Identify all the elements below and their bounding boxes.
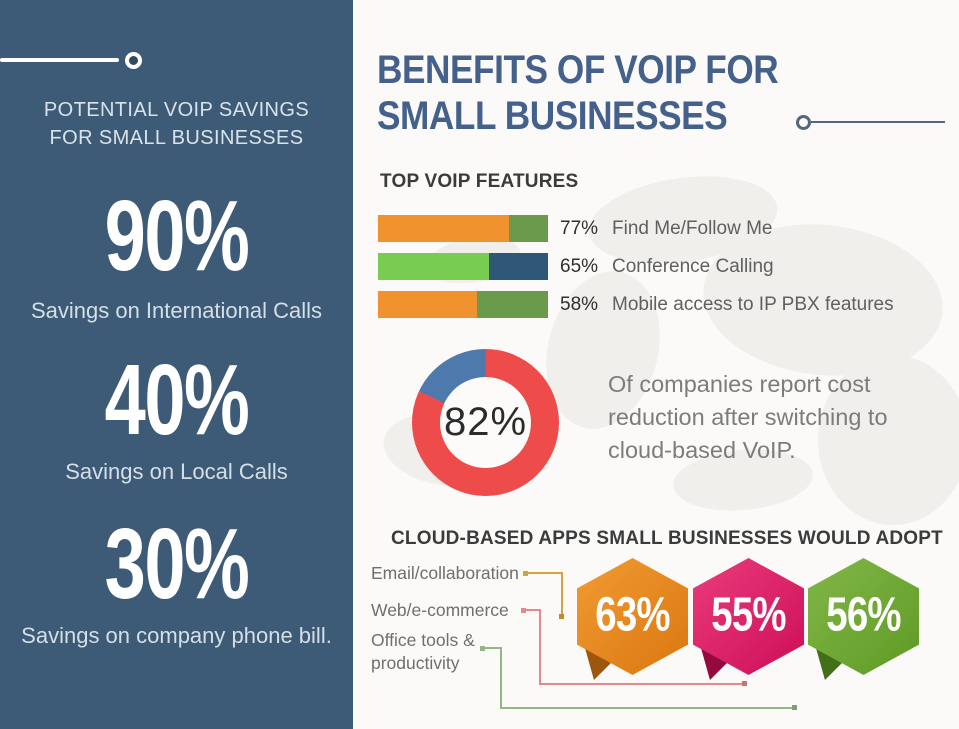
bar-remainder <box>488 253 548 280</box>
ring-node-icon <box>125 52 142 69</box>
features-bar-chart: 77% Find Me/Follow Me 65% Conference Cal… <box>378 215 894 329</box>
stat-label-international: Savings on International Calls <box>30 298 323 323</box>
app-category-email: Email/collaboration <box>371 563 519 583</box>
bar-remainder <box>476 291 548 318</box>
bar-track <box>378 291 548 318</box>
bar-row: 58% Mobile access to IP PBX features <box>378 291 894 318</box>
decor-line <box>0 58 119 62</box>
connector-line <box>539 683 745 685</box>
donut-chart: 82% <box>412 349 559 496</box>
connector-line <box>525 572 563 574</box>
bar-category-label: Mobile access to IP PBX features <box>612 293 894 315</box>
connector-dot <box>792 705 797 710</box>
bar-category-label: Find Me/Follow Me <box>612 217 773 239</box>
sidebar-heading-line1: POTENTIAL VOIP SAVINGS <box>43 99 310 121</box>
stat-label-local: Savings on Local Calls <box>65 459 288 484</box>
stat-value-local: 40% <box>104 344 250 456</box>
bar-remainder <box>508 215 548 242</box>
sidebar-heading-line2: FOR SMALL BUSINESSES <box>49 127 304 150</box>
bar-fill <box>378 291 477 318</box>
donut-caption: Of companies report cost reduction after… <box>608 371 888 463</box>
stat-value-international: 90% <box>104 180 250 292</box>
donut-hole: 82% <box>440 377 531 468</box>
app-category-web: Web/e-commerce <box>371 600 509 620</box>
page-title-line2: SMALL BUSINESSES <box>377 93 728 138</box>
apps-section-heading: CLOUD-BASED APPS SMALL BUSINESSES WOULD … <box>391 528 943 549</box>
bar-value-label: 65% <box>560 255 599 277</box>
connector-line <box>539 609 541 683</box>
connector-dot <box>559 614 564 619</box>
bar-track <box>378 253 548 280</box>
bar-category-label: Conference Calling <box>612 255 774 277</box>
hexagon-badge-email: 63% <box>577 558 688 680</box>
bar-fill <box>378 215 509 242</box>
sidebar: POTENTIAL VOIP SAVINGS FOR SMALL BUSINES… <box>0 0 353 729</box>
stat-label-phone-bill: Savings on company phone bill. <box>21 623 332 648</box>
connector-line <box>482 647 502 649</box>
connector-line <box>500 707 795 709</box>
ring-node-icon <box>796 115 811 130</box>
bar-fill <box>378 253 489 280</box>
page-title-line1: BENEFITS OF VOIP FOR <box>377 48 779 92</box>
features-section-heading: TOP VOIP FEATURES <box>380 171 579 192</box>
bar-value-label: 58% <box>560 293 599 315</box>
main-panel: BENEFITS OF VOIP FOR SMALL BUSINESSES TO… <box>353 0 959 729</box>
page-title: BENEFITS OF VOIP FOR SMALL BUSINESSES <box>377 48 779 139</box>
bar-row: 77% Find Me/Follow Me <box>378 215 894 242</box>
decor-line <box>811 121 945 123</box>
app-category-office: Office tools & productivity <box>371 630 475 673</box>
bar-value-label: 77% <box>560 217 599 239</box>
bar-track <box>378 215 548 242</box>
hexagon-value: 63% <box>595 587 670 641</box>
hexagon-value: 56% <box>826 587 901 641</box>
hexagon-badge-office: 56% <box>808 558 919 680</box>
donut-center-value: 82% <box>443 400 528 444</box>
hexagon-value: 55% <box>711 587 786 641</box>
bar-row: 65% Conference Calling <box>378 253 894 280</box>
hexagon-badge-web: 55% <box>693 558 804 680</box>
world-map-watermark <box>383 176 959 525</box>
connector-line <box>500 647 502 709</box>
connector-line <box>523 609 541 611</box>
connector-dot <box>742 681 747 686</box>
connector-line <box>561 572 563 616</box>
stat-value-phone-bill: 30% <box>104 508 250 620</box>
sidebar-heading: POTENTIAL VOIP SAVINGS FOR SMALL BUSINES… <box>0 96 353 153</box>
